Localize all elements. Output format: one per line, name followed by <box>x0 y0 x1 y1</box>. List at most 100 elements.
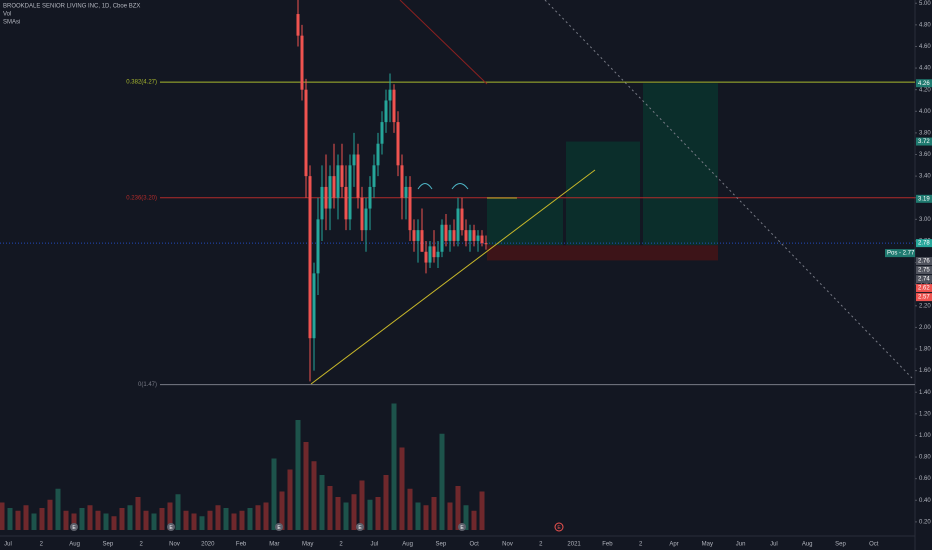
volume-bar <box>159 508 165 530</box>
y-tick-label: 5.00 <box>919 1 931 7</box>
candle-body <box>456 208 460 241</box>
y-tick-label: 1.80 <box>919 347 931 353</box>
earnings-icon <box>554 522 564 532</box>
x-tick-label: Nov <box>502 542 513 548</box>
trend-line <box>310 169 596 385</box>
volume-bar <box>87 505 93 530</box>
x-tick-label: Aug <box>69 542 80 548</box>
candle-body <box>372 165 376 187</box>
candle-body <box>420 230 424 252</box>
stack-badge <box>916 284 932 293</box>
candle-body <box>364 208 368 231</box>
y-tick-label: 4.40 <box>919 66 931 72</box>
volume-bar <box>447 502 453 530</box>
candle-body <box>440 224 444 252</box>
volume-bar <box>239 510 245 530</box>
target-zone <box>487 198 563 246</box>
candle-body <box>404 186 408 198</box>
x-tick-label: 2 <box>339 542 343 548</box>
volume-bar <box>95 510 101 530</box>
stack-badge-label: 2.74 <box>918 277 930 283</box>
candle-body <box>476 235 480 241</box>
volume-bar <box>55 488 61 530</box>
stop-zone <box>487 245 718 261</box>
fib-label: 0(1.47) <box>138 382 157 388</box>
volume-bar <box>135 497 141 530</box>
x-tick-label: Feb <box>602 542 613 548</box>
volume-bar <box>407 488 413 530</box>
candle-body <box>464 230 468 241</box>
volume-bar <box>463 505 469 530</box>
candle-body <box>460 208 464 231</box>
volume-bar <box>31 513 37 530</box>
volume-bar <box>119 508 125 530</box>
candle-body <box>416 230 420 241</box>
x-tick-label: Aug <box>402 542 413 548</box>
volume-bar <box>47 499 53 530</box>
candle-body <box>396 122 400 166</box>
y-tick-label: 2.20 <box>919 303 931 309</box>
volume-bar <box>151 513 157 530</box>
stack-badge-label: 2.76 <box>918 259 930 265</box>
candle-body <box>424 251 428 263</box>
indicator-sma: SMAsi <box>3 20 20 26</box>
volume-bar <box>383 475 389 530</box>
stack-badge <box>916 293 932 302</box>
volume-bar <box>175 494 181 530</box>
candle-body <box>468 230 472 241</box>
x-tick-label: Apr <box>669 542 678 548</box>
x-tick-label: Sep <box>103 542 114 548</box>
candle-body <box>380 122 384 144</box>
candle-body <box>308 176 312 339</box>
candle-body <box>324 186 328 209</box>
stack-badge <box>916 275 932 284</box>
volume-bar <box>271 458 277 530</box>
y-tick-label: 4.20 <box>919 87 931 93</box>
volume-bar <box>207 510 213 530</box>
volume-bar <box>295 420 301 530</box>
volume-bar <box>231 513 237 530</box>
y-tick-label: 0.40 <box>919 498 931 504</box>
candle-body <box>352 154 356 166</box>
volume-bar <box>279 491 285 530</box>
candle-body <box>436 251 440 258</box>
x-tick-label: Nov <box>169 542 180 548</box>
stack-badge-label: 2.57 <box>918 295 930 301</box>
candle-body <box>400 165 404 198</box>
candle-body <box>336 165 340 198</box>
x-tick-label: Mar <box>269 542 279 548</box>
volume-bar <box>39 508 45 530</box>
earnings-label: E <box>557 525 561 531</box>
candle-body <box>392 89 396 123</box>
y-tick-label: 4.80 <box>919 22 931 28</box>
volume-bar <box>15 510 21 530</box>
candle-body <box>388 89 392 101</box>
candle-body <box>428 246 432 263</box>
target-zone <box>566 141 640 246</box>
x-tick-label: 2 <box>40 542 44 548</box>
candle-body <box>452 230 456 241</box>
price-badge <box>916 79 932 88</box>
fib-label: 0.236(3.20) <box>126 195 157 201</box>
earnings-label: E <box>169 525 173 531</box>
target-zone <box>643 83 718 246</box>
x-tick-label: 2 <box>140 542 144 548</box>
candle-body <box>332 176 336 198</box>
candle-body <box>356 154 360 198</box>
price-badge-label: 3.19 <box>918 196 930 202</box>
candle-body <box>472 230 476 241</box>
price-badge <box>916 194 932 203</box>
candle-body <box>296 14 300 36</box>
y-tick-label: 1.60 <box>919 368 931 374</box>
y-tick-label: 0.60 <box>919 476 931 482</box>
volume-bar <box>23 505 29 530</box>
volume-bar <box>255 505 261 530</box>
stack-badge <box>916 257 932 266</box>
price-badge <box>916 137 932 146</box>
candle-body <box>408 186 412 231</box>
volume-bar <box>319 475 325 530</box>
volume-bar <box>431 497 437 530</box>
candle-body <box>412 230 416 241</box>
x-tick-label: Jul <box>770 542 778 548</box>
x-tick-label: 2021 <box>567 542 581 548</box>
